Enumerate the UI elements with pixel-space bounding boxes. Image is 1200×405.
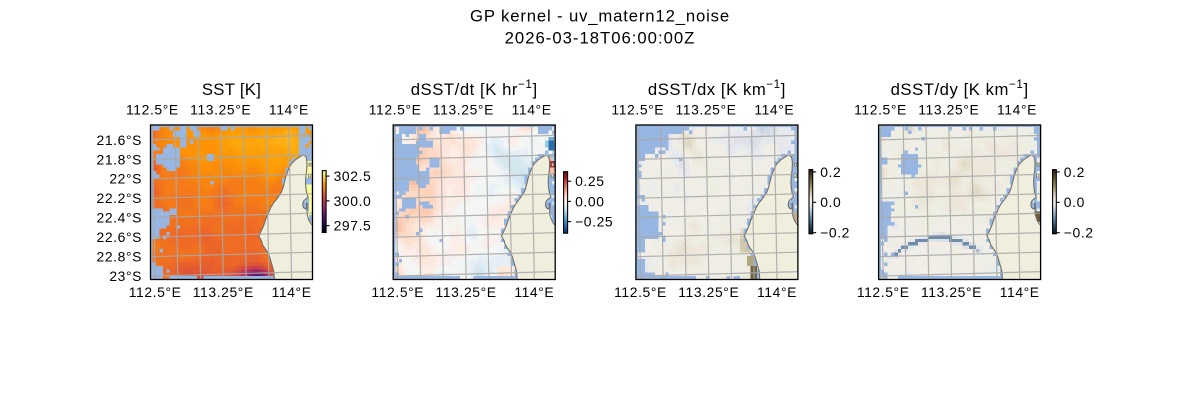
- svg-text:22.2°S: 22.2°S: [97, 190, 142, 206]
- svg-text:114°E: 114°E: [512, 102, 552, 118]
- svg-text:0.0: 0.0: [820, 194, 841, 210]
- svg-text:112.5°E: 112.5°E: [126, 102, 179, 118]
- svg-text:−0.2: −0.2: [1064, 225, 1094, 241]
- svg-text:SST [K]: SST [K]: [202, 80, 261, 99]
- svg-text:114°E: 114°E: [754, 102, 794, 118]
- svg-text:113.25°E: 113.25°E: [918, 102, 979, 118]
- svg-text:114°E: 114°E: [269, 102, 309, 118]
- svg-text:112.5°E: 112.5°E: [611, 102, 664, 118]
- svg-text:114°E: 114°E: [272, 284, 312, 300]
- svg-text:23°S: 23°S: [109, 268, 142, 284]
- svg-text:114°E: 114°E: [757, 284, 797, 300]
- svg-text:113.25°E: 113.25°E: [675, 102, 736, 118]
- svg-text:112.5°E: 112.5°E: [854, 102, 907, 118]
- svg-text:0.2: 0.2: [1064, 164, 1085, 180]
- svg-text:22°S: 22°S: [109, 171, 142, 187]
- svg-text:113.25°E: 113.25°E: [436, 284, 497, 300]
- svg-text:112.5°E: 112.5°E: [369, 102, 422, 118]
- svg-text:22.8°S: 22.8°S: [97, 249, 142, 265]
- svg-text:dSST/dx [K km−1]: dSST/dx [K km−1]: [648, 78, 786, 99]
- svg-text:113.25°E: 113.25°E: [433, 102, 494, 118]
- svg-text:302.5: 302.5: [334, 168, 372, 184]
- svg-text:21.8°S: 21.8°S: [97, 151, 142, 167]
- svg-text:112.5°E: 112.5°E: [614, 284, 667, 300]
- svg-text:0.25: 0.25: [575, 173, 604, 189]
- svg-text:dSST/dt [K hr−1]: dSST/dt [K hr−1]: [411, 78, 538, 99]
- svg-text:113.25°E: 113.25°E: [921, 284, 982, 300]
- svg-text:GP kernel - uv_matern12_noise: GP kernel - uv_matern12_noise: [470, 7, 730, 26]
- svg-text:114°E: 114°E: [514, 284, 554, 300]
- svg-text:0.2: 0.2: [820, 164, 841, 180]
- svg-text:dSST/dy [K km−1]: dSST/dy [K km−1]: [891, 78, 1029, 99]
- svg-text:2026-03-18T06:00:00Z: 2026-03-18T06:00:00Z: [505, 29, 696, 48]
- svg-text:113.25°E: 113.25°E: [678, 284, 739, 300]
- svg-text:−0.2: −0.2: [820, 225, 850, 241]
- svg-text:300.0: 300.0: [334, 193, 372, 209]
- svg-text:112.5°E: 112.5°E: [857, 284, 910, 300]
- svg-text:114°E: 114°E: [1000, 284, 1040, 300]
- svg-text:112.5°E: 112.5°E: [129, 284, 182, 300]
- svg-text:112.5°E: 112.5°E: [371, 284, 424, 300]
- svg-text:113.25°E: 113.25°E: [190, 102, 251, 118]
- svg-text:0.00: 0.00: [575, 193, 604, 209]
- svg-text:297.5: 297.5: [334, 218, 372, 234]
- svg-text:113.25°E: 113.25°E: [193, 284, 254, 300]
- svg-text:114°E: 114°E: [997, 102, 1037, 118]
- svg-text:22.4°S: 22.4°S: [97, 210, 142, 226]
- svg-text:21.6°S: 21.6°S: [97, 132, 142, 148]
- svg-text:22.6°S: 22.6°S: [97, 229, 142, 245]
- svg-text:−0.25: −0.25: [575, 214, 613, 230]
- svg-text:0.0: 0.0: [1064, 194, 1085, 210]
